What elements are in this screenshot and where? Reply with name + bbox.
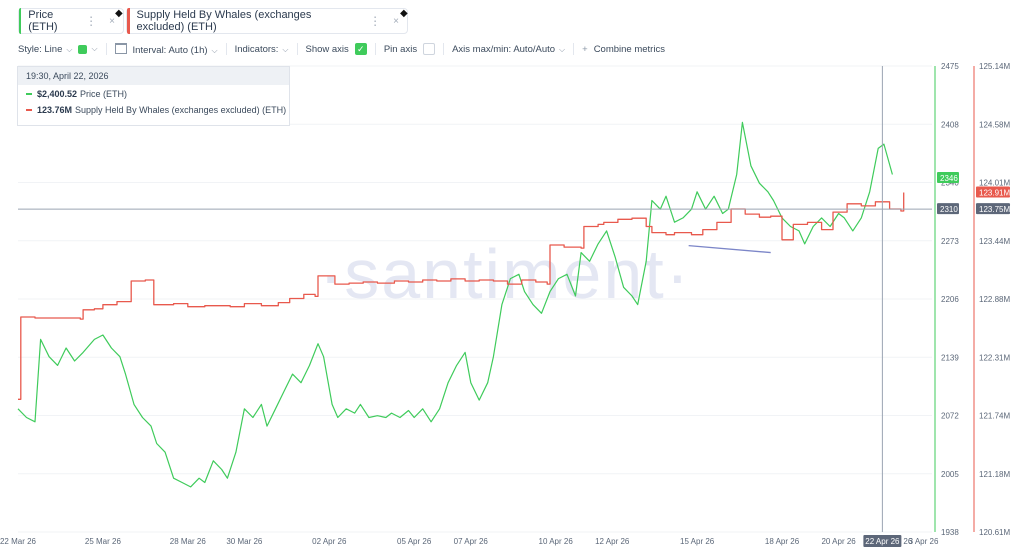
x-tick: 07 Apr 26 [454,537,489,546]
x-tick: 18 Apr 26 [765,537,800,546]
color-swatch[interactable] [78,44,88,54]
crosshair-price-badge-bg [937,203,959,215]
chart-toolbar: Style: Line ⌵ ⌵ Interval: Auto (1h) ⌵ Indi… [18,40,665,58]
combine-metrics-label: Combine metrics [593,43,665,55]
pin-axis-label: Pin axis [383,43,418,55]
x-tick: 22 Mar 26 [0,537,37,546]
crosshair-whales-badge-bg [976,203,1010,215]
more-icon[interactable]: ⋮ [369,14,382,28]
y-tick-price: 2340 [941,179,959,188]
tooltip-price-row: $2,400.52 Price (ETH) [18,87,289,101]
eth-icon: ◆ [115,8,123,19]
x-tick: 28 Mar 26 [170,537,207,546]
x-tick: 12 Apr 26 [595,537,630,546]
y-tick-whales: 124.58M [979,120,1010,129]
pin-axis-checkbox[interactable] [423,43,436,55]
tooltip-panel: 19:30, April 22, 2026 $2,400.52 Price (E… [17,66,290,126]
tooltip-date: 19:30, April 22, 2026 [18,67,289,85]
x-tick: 30 Mar 26 [226,537,263,546]
close-icon[interactable]: × [393,15,399,27]
y-tick-price: 2206 [941,295,959,304]
crosshair-date-badge: 22 Apr 26 [865,537,900,546]
y-tick-whales: 122.88M [979,295,1010,304]
show-axis-label: Show axis [305,43,349,55]
calendar-icon [114,42,127,54]
crosshair-date-badge-bg [863,535,902,547]
x-tick: 15 Apr 26 [680,537,715,546]
tab-price[interactable]: Price (ETH) ⋮ × [18,8,124,34]
whales-current-badge-bg [976,186,1010,198]
crosshair-price-badge: 2310 [940,205,958,214]
crosshair-whales-badge: 123.75M [979,205,1010,214]
axis-minmax-dropdown[interactable]: Axis max/min: Auto/Auto ⌵ [452,44,565,55]
indicators-label: Indicators: [234,43,279,55]
x-tick: 10 Apr 26 [539,537,574,546]
style-label: Style: Line [18,43,63,55]
price-current-badge: 2346 [940,174,958,183]
chevron-down-icon: ⌵ [559,44,566,54]
y-tick-price: 2139 [941,353,959,362]
whales-line [18,192,905,400]
y-tick-whales: 121.74M [979,412,1010,421]
x-tick: 05 Apr 26 [397,537,432,546]
tooltip-price-label: Price (ETH) [80,89,128,99]
y-tick-whales: 123.44M [979,237,1010,246]
y-tick-price: 2072 [941,412,959,421]
y-tick-price: 2005 [941,470,959,479]
tab-whales[interactable]: Supply Held By Whales (exchanges exclude… [126,8,408,34]
y-tick-whales: 124.01M [979,179,1010,188]
axis-minmax-label: Axis max/min: Auto/Auto [452,43,556,55]
plus-icon: + [582,43,588,55]
y-tick-price: 2475 [941,62,959,71]
y-tick-price: 2273 [941,237,959,246]
x-tick: 02 Apr 26 [312,537,347,546]
y-tick-price: 1938 [941,528,959,537]
interval-dropdown[interactable]: Interval: Auto (1h) ⌵ [114,42,218,56]
price-current-badge-bg [937,171,959,183]
combine-metrics-button[interactable]: + Combine metrics [582,44,665,55]
y-tick-price: 2408 [941,120,959,129]
y-tick-whales: 125.14M [979,62,1010,71]
x-tick: 3 Apr 26 [909,537,939,546]
tooltip-whale-value: 123.76M [37,105,73,115]
style-dropdown[interactable]: Style: Line ⌵ [18,44,72,55]
price-color-bar [19,8,22,34]
show-axis-checkbox[interactable]: ✓ [354,43,367,55]
interval-label: Interval: Auto (1h) [132,44,208,56]
y-tick-whales: 121.18M [979,470,1010,479]
chevron-down-icon: ⌵ [66,44,73,54]
indicators-dropdown[interactable]: Indicators: ⌵ [235,44,289,55]
chevron-down-icon[interactable]: ⌵ [91,44,98,53]
whales-color-bar [127,8,130,34]
x-tick: 20 Apr 26 [821,537,856,546]
tooltip-whale-row: 123.76M Supply Held By Whales (exchanges… [18,103,289,117]
tooltip-whale-label: Supply Held By Whales (exchanges exclude… [75,105,287,115]
tab-whales-label: Supply Held By Whales (exchanges exclude… [136,9,312,33]
y-tick-whales: 120.61M [979,528,1010,537]
tab-price-label: Price (ETH) [28,9,58,33]
trend-line [688,244,771,254]
x-tick: 25 Mar 26 [85,537,122,546]
y-tick-whales: 122.31M [979,353,1010,362]
whales-current-badge: 123.91M [979,189,1010,198]
tooltip-price-value: $2,400.52 [37,89,78,99]
more-icon[interactable]: ⋮ [85,14,98,28]
price-line [17,121,893,488]
close-icon[interactable]: × [109,15,115,27]
chevron-down-icon: ⌵ [211,45,218,55]
eth-icon: ◆ [400,8,408,19]
chevron-down-icon: ⌵ [282,44,289,54]
